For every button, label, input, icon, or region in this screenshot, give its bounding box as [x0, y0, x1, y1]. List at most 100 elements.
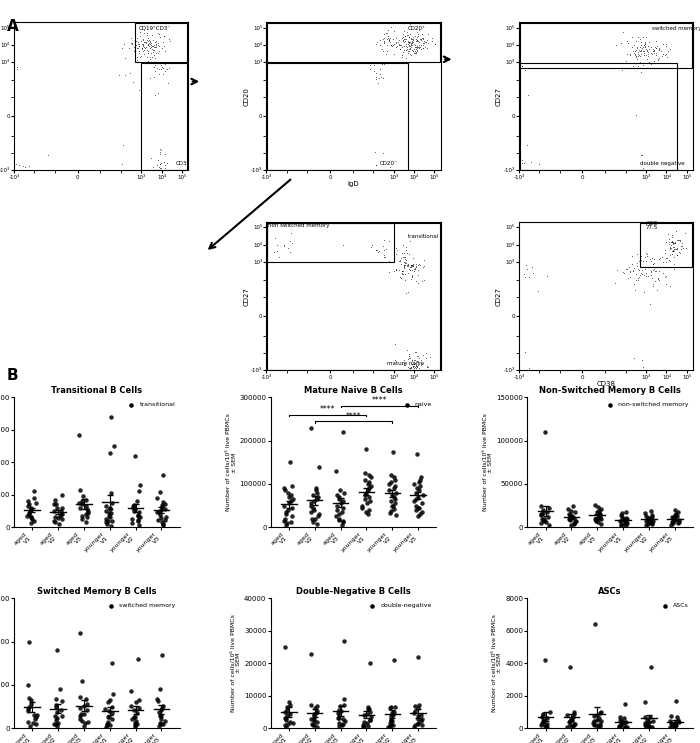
Point [333, 720, 344, 732]
Point [638, 45, 650, 56]
Point [307, 502, 318, 513]
Point [335, 498, 346, 510]
Point [156, 702, 167, 714]
Legend: double-negative: double-negative [365, 602, 433, 609]
Point [280, 713, 291, 724]
Point [411, 33, 422, 45]
Point [411, 40, 422, 52]
Point [363, 478, 374, 490]
Point [307, 516, 318, 528]
Point [564, 514, 575, 526]
Point [632, 46, 643, 58]
Point [385, 504, 396, 516]
Point [631, 53, 643, 65]
Point [378, 249, 389, 261]
Point [634, 264, 645, 276]
Point [640, 42, 651, 53]
Point [668, 511, 680, 523]
Point [309, 719, 320, 731]
Point [638, 45, 649, 57]
Point [157, 62, 168, 74]
Point [635, 36, 646, 48]
Point [156, 649, 167, 661]
Point [414, 42, 425, 53]
Point [382, 39, 393, 51]
Point [398, 39, 409, 51]
Point [76, 496, 88, 507]
Point [400, 39, 412, 51]
Bar [141, 63, 187, 169]
Point [567, 711, 578, 723]
Point [671, 234, 682, 246]
Point [406, 38, 417, 50]
Point [398, 256, 409, 267]
Point [126, 686, 137, 698]
Point [399, 257, 410, 269]
Point [384, 34, 395, 46]
Point [52, 713, 63, 724]
Point [626, 42, 638, 53]
Point [619, 267, 630, 279]
Point [373, 245, 384, 257]
Point [29, 713, 40, 725]
Point [615, 520, 626, 532]
Point [541, 713, 552, 724]
Point [629, 262, 640, 273]
Point [644, 720, 655, 732]
Point [644, 253, 655, 265]
Point [405, 28, 416, 40]
Point [387, 501, 398, 513]
Point [642, 45, 653, 57]
Point [594, 712, 605, 724]
Point [309, 513, 321, 525]
Point [145, 41, 156, 53]
Point [406, 41, 417, 53]
Point [636, 250, 647, 262]
Point [595, 718, 606, 730]
Point [56, 508, 67, 520]
Point [148, 39, 160, 51]
Point [589, 719, 600, 731]
Point [412, 30, 423, 42]
Point [404, 30, 415, 42]
Point [22, 496, 34, 507]
Point [363, 504, 374, 516]
Point [154, 509, 165, 521]
Point [648, 264, 659, 276]
Point [130, 716, 141, 727]
Point [131, 707, 142, 718]
Point [616, 507, 627, 519]
Point [157, 36, 168, 48]
Point [52, 502, 63, 513]
Point [100, 505, 111, 517]
Point [660, 256, 671, 268]
Point [639, 711, 650, 723]
Point [595, 720, 606, 732]
Point [666, 236, 678, 247]
Point [413, 28, 424, 40]
Point [402, 45, 414, 56]
Point [404, 264, 415, 276]
Point [645, 269, 656, 281]
Point [638, 162, 649, 174]
Point [627, 265, 638, 276]
Point [407, 45, 419, 56]
Point [639, 251, 650, 263]
Point [537, 504, 548, 516]
Point [592, 714, 603, 726]
Point [386, 489, 397, 501]
Point [647, 515, 658, 527]
Point [157, 470, 168, 481]
Point [281, 701, 293, 713]
Point [398, 354, 409, 366]
Point [145, 71, 156, 83]
Point [640, 720, 652, 732]
Point [629, 48, 640, 59]
Point [633, 263, 644, 275]
Point [137, 38, 148, 50]
Point [617, 717, 628, 729]
Point [670, 720, 681, 732]
Point [641, 45, 652, 56]
Point [155, 713, 167, 724]
Point [143, 56, 154, 68]
